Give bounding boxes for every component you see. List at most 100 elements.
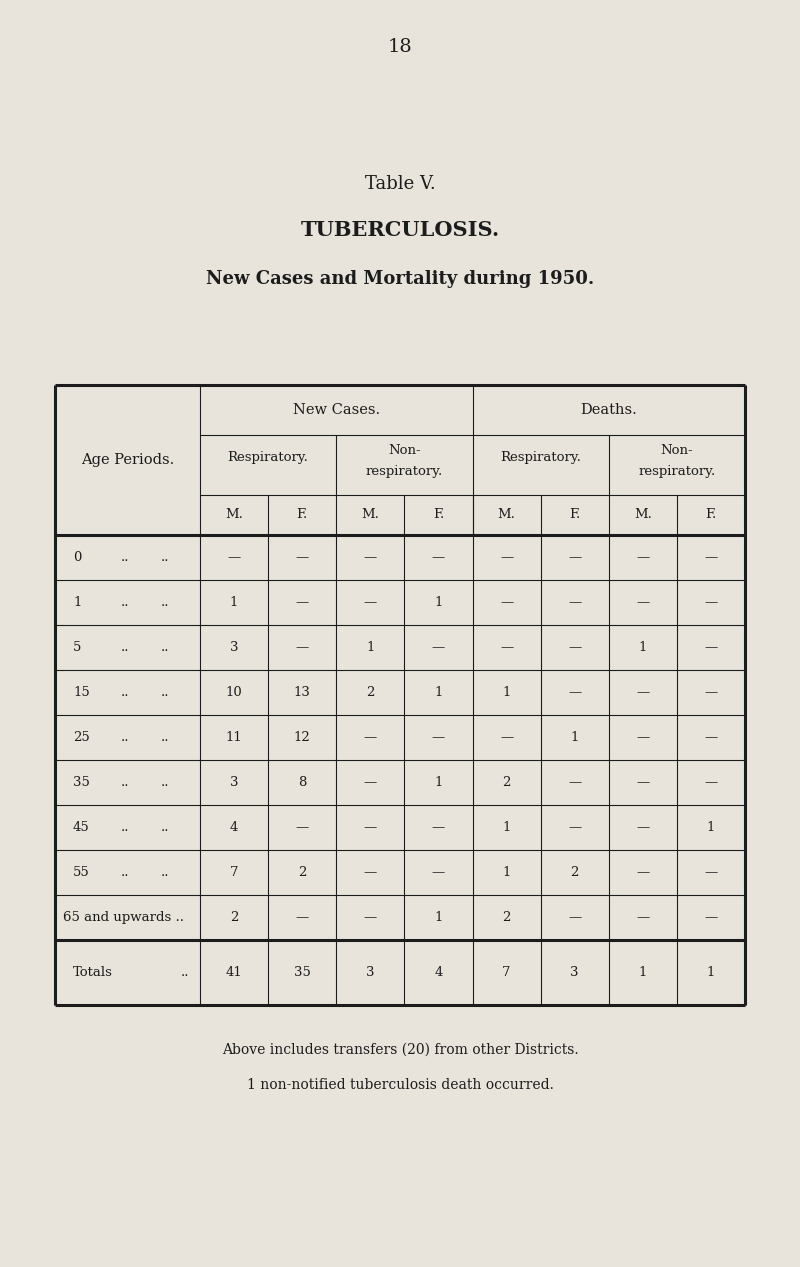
Text: 2: 2 (230, 911, 238, 924)
Text: —: — (568, 911, 582, 924)
Text: —: — (364, 731, 377, 744)
Text: —: — (432, 821, 445, 834)
Text: Respiratory.: Respiratory. (500, 451, 581, 464)
Text: 4: 4 (230, 821, 238, 834)
Text: —: — (568, 685, 582, 699)
Text: ..: .. (121, 551, 130, 564)
Text: ..: .. (121, 641, 130, 654)
Text: —: — (432, 641, 445, 654)
Text: 35: 35 (73, 775, 90, 789)
Text: 8: 8 (298, 775, 306, 789)
Text: Deaths.: Deaths. (580, 403, 637, 417)
Text: 4: 4 (434, 965, 442, 979)
Text: —: — (704, 867, 718, 879)
Text: —: — (568, 551, 582, 564)
Text: M.: M. (362, 508, 379, 522)
Text: —: — (636, 821, 650, 834)
Text: —: — (227, 551, 241, 564)
Text: —: — (432, 867, 445, 879)
Text: —: — (704, 551, 718, 564)
Text: ..: .. (121, 731, 130, 744)
Text: 1: 1 (434, 775, 442, 789)
Text: Non-: Non- (661, 445, 693, 457)
Text: —: — (364, 867, 377, 879)
Text: —: — (295, 551, 309, 564)
Text: 3: 3 (570, 965, 579, 979)
Text: 1: 1 (434, 595, 442, 609)
Text: 7: 7 (502, 965, 511, 979)
Text: 15: 15 (73, 685, 90, 699)
Text: —: — (500, 641, 513, 654)
Text: —: — (295, 821, 309, 834)
Text: —: — (295, 911, 309, 924)
Text: —: — (500, 551, 513, 564)
Text: 1: 1 (502, 685, 510, 699)
Text: ..: .. (121, 685, 130, 699)
Text: ..: .. (161, 731, 170, 744)
Text: 65 and upwards ..: 65 and upwards .. (63, 911, 184, 924)
Text: —: — (364, 595, 377, 609)
Text: 55: 55 (73, 867, 90, 879)
Text: —: — (364, 551, 377, 564)
Text: ..: .. (161, 821, 170, 834)
Text: 1: 1 (638, 965, 647, 979)
Text: 1: 1 (366, 641, 374, 654)
Text: 1: 1 (230, 595, 238, 609)
Text: —: — (295, 595, 309, 609)
Text: Non-: Non- (388, 445, 421, 457)
Text: 1: 1 (638, 641, 647, 654)
Text: F.: F. (433, 508, 444, 522)
Text: —: — (364, 821, 377, 834)
Text: —: — (704, 641, 718, 654)
Text: New Cases.: New Cases. (293, 403, 380, 417)
Text: F.: F. (297, 508, 308, 522)
Text: ..: .. (121, 595, 130, 609)
Text: —: — (500, 595, 513, 609)
Text: 11: 11 (226, 731, 242, 744)
Text: 1: 1 (434, 911, 442, 924)
Text: 41: 41 (226, 965, 242, 979)
Text: 1: 1 (706, 821, 715, 834)
Text: 1: 1 (706, 965, 715, 979)
Text: Respiratory.: Respiratory. (228, 451, 309, 464)
Text: —: — (364, 911, 377, 924)
Text: M.: M. (634, 508, 652, 522)
Text: 0: 0 (73, 551, 82, 564)
Text: 1: 1 (73, 595, 82, 609)
Text: —: — (295, 641, 309, 654)
Text: ..: .. (121, 821, 130, 834)
Text: —: — (704, 731, 718, 744)
Text: —: — (704, 685, 718, 699)
Text: F.: F. (706, 508, 717, 522)
Text: 10: 10 (226, 685, 242, 699)
Text: ..: .. (121, 867, 130, 879)
Text: —: — (500, 731, 513, 744)
Text: ..: .. (161, 775, 170, 789)
Text: 35: 35 (294, 965, 310, 979)
Text: —: — (704, 911, 718, 924)
Text: 1: 1 (502, 867, 510, 879)
Text: ..: .. (161, 867, 170, 879)
Text: —: — (636, 595, 650, 609)
Text: ..: .. (161, 685, 170, 699)
Text: —: — (636, 867, 650, 879)
Text: Above includes transfers (20) from other Districts.: Above includes transfers (20) from other… (222, 1043, 578, 1057)
Text: New Cases and Mortality during 1950.: New Cases and Mortality during 1950. (206, 270, 594, 288)
Text: 2: 2 (570, 867, 579, 879)
Text: 5: 5 (73, 641, 82, 654)
Text: respiratory.: respiratory. (638, 465, 715, 478)
Text: —: — (432, 731, 445, 744)
Text: 2: 2 (298, 867, 306, 879)
Text: respiratory.: respiratory. (366, 465, 443, 478)
Text: —: — (636, 775, 650, 789)
Text: ..: .. (161, 551, 170, 564)
Text: 7: 7 (230, 867, 238, 879)
Text: —: — (636, 551, 650, 564)
Text: —: — (636, 731, 650, 744)
Text: 18: 18 (388, 38, 412, 56)
Text: ..: .. (181, 965, 190, 979)
Text: —: — (704, 595, 718, 609)
Text: 13: 13 (294, 685, 310, 699)
Text: 1: 1 (570, 731, 579, 744)
Text: M.: M. (225, 508, 243, 522)
